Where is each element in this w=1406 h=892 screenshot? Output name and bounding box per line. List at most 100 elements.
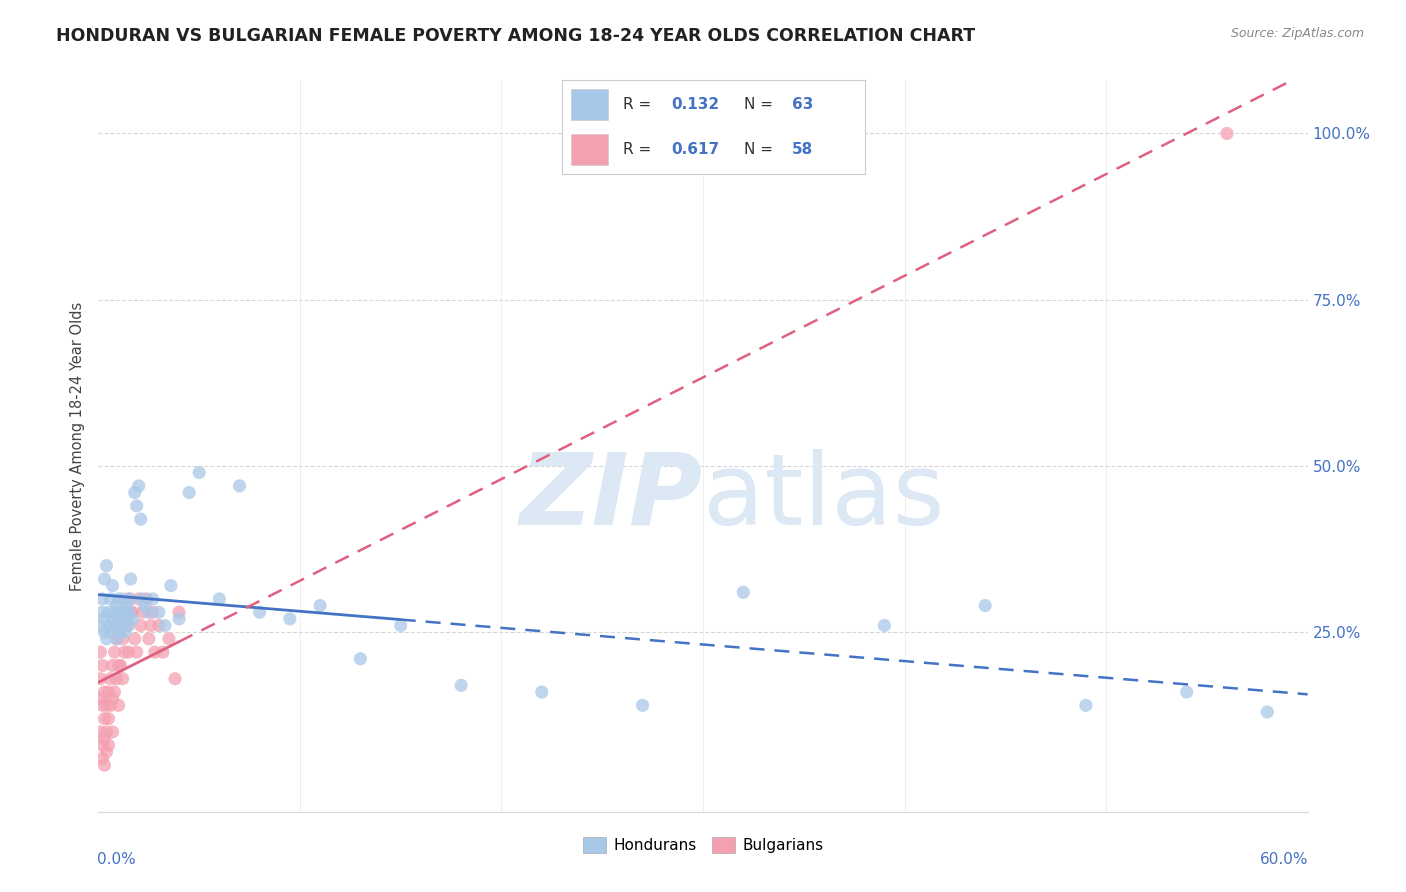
Point bbox=[167, 605, 190, 619]
Point bbox=[530, 685, 553, 699]
Point bbox=[114, 605, 136, 619]
Point bbox=[132, 591, 155, 606]
Point bbox=[89, 691, 111, 706]
Point bbox=[114, 625, 136, 640]
Point bbox=[97, 738, 120, 752]
Point bbox=[148, 605, 170, 619]
Point bbox=[100, 591, 122, 606]
Point bbox=[96, 698, 118, 713]
Text: N =: N = bbox=[744, 142, 778, 157]
Point bbox=[110, 658, 132, 673]
Point bbox=[1074, 698, 1097, 713]
Text: 0.0%: 0.0% bbox=[97, 852, 136, 867]
Point bbox=[121, 612, 143, 626]
Point bbox=[120, 572, 142, 586]
Text: R =: R = bbox=[623, 96, 657, 112]
Point bbox=[91, 605, 114, 619]
Point bbox=[120, 591, 142, 606]
Point bbox=[91, 698, 114, 713]
Point bbox=[96, 725, 118, 739]
Point bbox=[115, 612, 138, 626]
Point bbox=[148, 618, 170, 632]
Point bbox=[125, 499, 148, 513]
Point bbox=[114, 645, 136, 659]
Point bbox=[96, 632, 118, 646]
Point bbox=[1175, 685, 1198, 699]
Point bbox=[134, 599, 156, 613]
Point bbox=[118, 591, 141, 606]
Point bbox=[143, 645, 166, 659]
Point bbox=[118, 605, 141, 619]
Point bbox=[93, 625, 115, 640]
Point bbox=[111, 632, 134, 646]
Point bbox=[93, 612, 115, 626]
Point bbox=[107, 698, 129, 713]
Point bbox=[89, 672, 111, 686]
FancyBboxPatch shape bbox=[571, 134, 607, 164]
Point bbox=[124, 485, 146, 500]
Point bbox=[163, 672, 186, 686]
Point bbox=[450, 678, 472, 692]
Point bbox=[160, 579, 183, 593]
Point bbox=[111, 618, 134, 632]
Point bbox=[93, 572, 115, 586]
Point bbox=[93, 731, 115, 746]
Point bbox=[91, 658, 114, 673]
Text: 60.0%: 60.0% bbox=[1260, 852, 1309, 867]
Point bbox=[101, 579, 124, 593]
Point bbox=[103, 645, 125, 659]
Point bbox=[101, 658, 124, 673]
Point bbox=[129, 512, 152, 526]
Point bbox=[167, 612, 190, 626]
Point bbox=[389, 618, 412, 632]
Point bbox=[188, 466, 211, 480]
Point bbox=[97, 605, 120, 619]
Point bbox=[129, 618, 152, 632]
Point bbox=[97, 618, 120, 632]
Point bbox=[118, 645, 141, 659]
Point bbox=[107, 625, 129, 640]
Point bbox=[115, 599, 138, 613]
Point bbox=[93, 685, 115, 699]
Point bbox=[309, 599, 332, 613]
Point bbox=[124, 632, 146, 646]
Point bbox=[107, 612, 129, 626]
Point bbox=[138, 605, 160, 619]
Text: atlas: atlas bbox=[703, 449, 945, 546]
Point bbox=[349, 652, 371, 666]
Point bbox=[114, 605, 136, 619]
Point bbox=[110, 618, 132, 632]
Point bbox=[103, 618, 125, 632]
Point bbox=[96, 745, 118, 759]
Legend: Hondurans, Bulgarians: Hondurans, Bulgarians bbox=[576, 830, 830, 859]
Point bbox=[115, 618, 138, 632]
Point bbox=[153, 618, 176, 632]
Point bbox=[97, 712, 120, 726]
Point bbox=[631, 698, 654, 713]
Point bbox=[103, 685, 125, 699]
Point bbox=[93, 712, 115, 726]
Point bbox=[91, 751, 114, 765]
Point bbox=[111, 591, 134, 606]
Point bbox=[208, 591, 231, 606]
Text: 0.132: 0.132 bbox=[671, 96, 720, 112]
Point bbox=[101, 725, 124, 739]
Point bbox=[128, 591, 150, 606]
Point bbox=[733, 585, 755, 599]
Point bbox=[974, 599, 997, 613]
Point bbox=[121, 605, 143, 619]
Point bbox=[100, 672, 122, 686]
Point bbox=[110, 625, 132, 640]
Point bbox=[100, 698, 122, 713]
Point bbox=[89, 725, 111, 739]
Point bbox=[1256, 705, 1278, 719]
Point bbox=[107, 591, 129, 606]
Point bbox=[91, 738, 114, 752]
Text: 58: 58 bbox=[792, 142, 814, 157]
Text: Source: ZipAtlas.com: Source: ZipAtlas.com bbox=[1230, 27, 1364, 40]
Point bbox=[101, 691, 124, 706]
Point bbox=[128, 479, 150, 493]
Point bbox=[89, 618, 111, 632]
Point bbox=[278, 612, 301, 626]
Point bbox=[105, 632, 128, 646]
